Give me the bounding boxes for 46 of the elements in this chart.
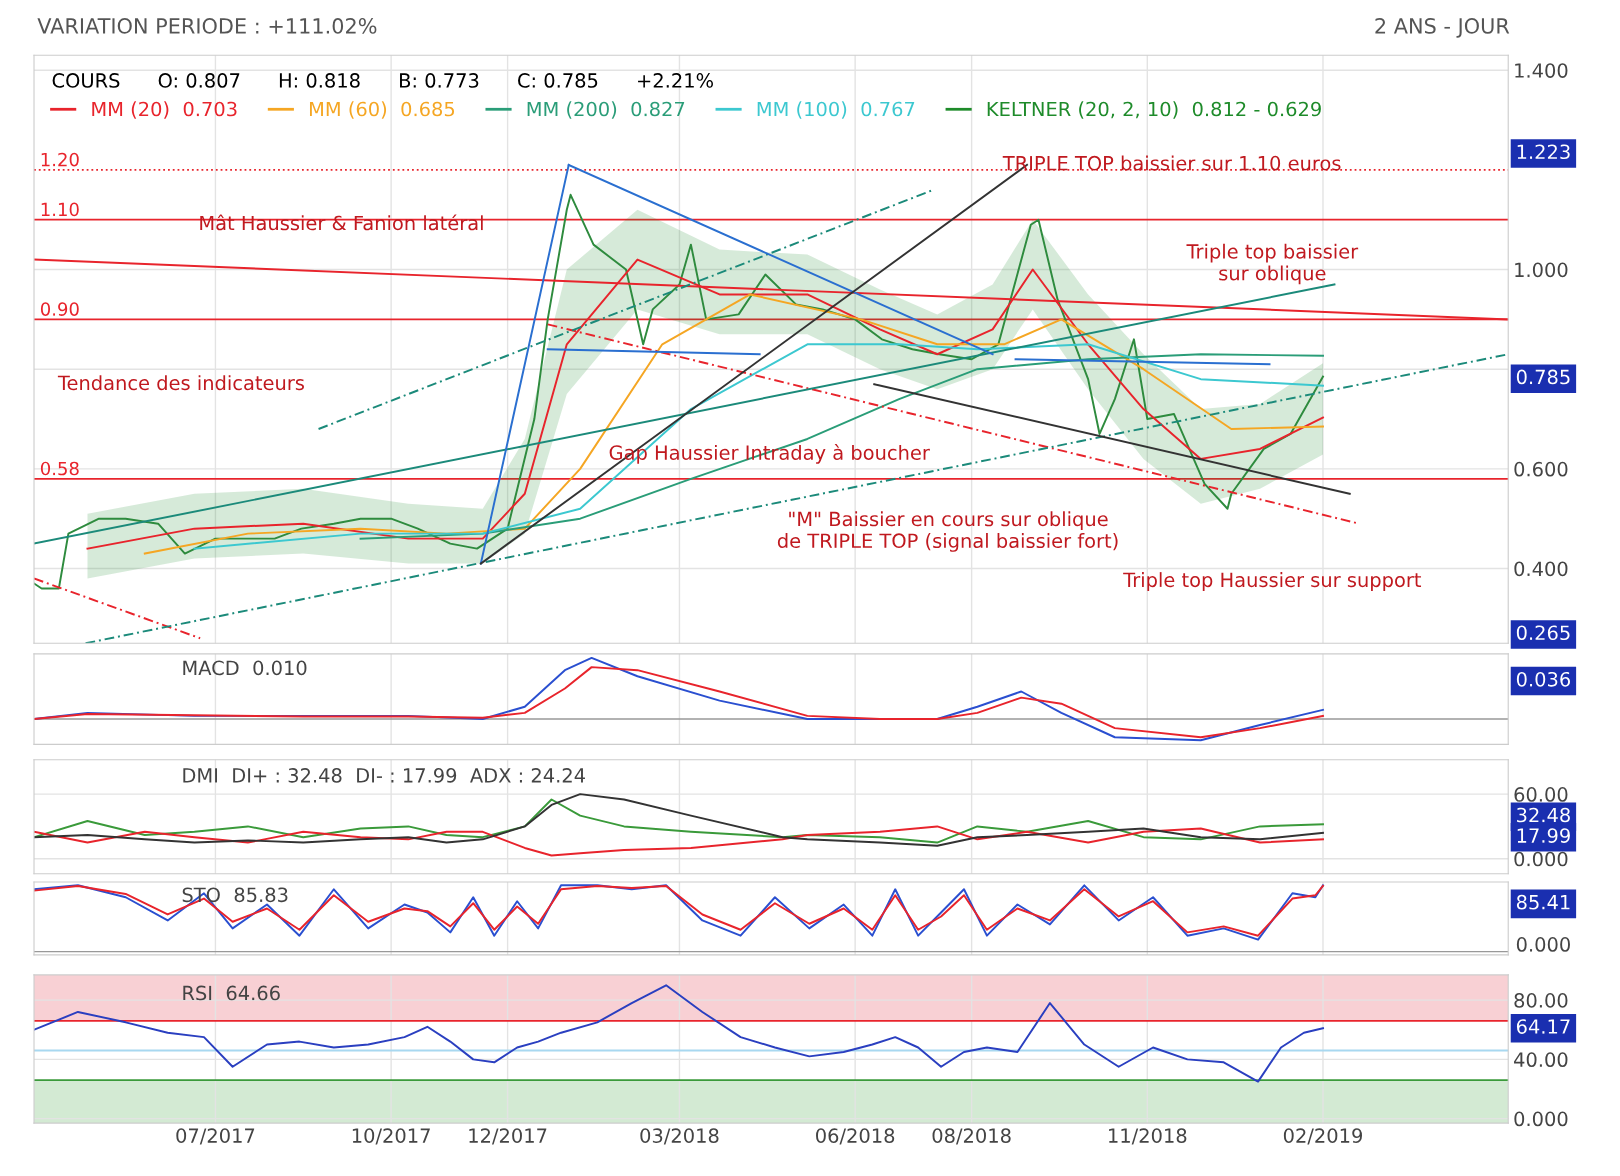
- annotation: Triple top baissier sur oblique: [1186, 243, 1359, 285]
- x-tick-label: 08/2018: [932, 1128, 1011, 1145]
- y-tick-label: 0.600: [1514, 461, 1568, 477]
- text: 17.99: [1517, 828, 1570, 843]
- legend-title: COURS O: 0.807 H: 0.818 B: 0.773 C: 0.785 +2.21%: [52, 73, 713, 88]
- y-tick-label: 40.00: [1514, 1052, 1568, 1068]
- ref-line-label: 0.90: [40, 302, 79, 316]
- chart-subtitle: 2 ANS - JOUR: [1375, 18, 1510, 38]
- text: 1.223: [1517, 144, 1570, 160]
- x-tick-label: 11/2018: [1109, 1128, 1187, 1145]
- annotation: "M" Baissier en cours sur oblique de TRIPLE TOP (signal baissier fort): [777, 511, 1118, 552]
- ref-line-label: 0.58: [40, 461, 79, 476]
- chart-title: VARIATION PERIODE : +111.02%: [37, 18, 377, 34]
- x-tick-label: 07/2017: [176, 1128, 255, 1145]
- y-tick-label: 0.400: [1514, 561, 1568, 577]
- annotation: TRIPLE TOP baissier sur 1.10 euros: [1002, 155, 1341, 171]
- text: 0.265: [1516, 625, 1570, 641]
- y-tick-label: 80.00: [1514, 993, 1568, 1008]
- legend-label: MM (60) 0.685: [309, 101, 455, 119]
- legend-label: KELTNER (20, 2, 10) 0.812 - 0.629: [987, 101, 1321, 119]
- y-tick-label: 60.00: [1514, 787, 1568, 802]
- chart-title: STO 85.83: [182, 887, 288, 903]
- chart-title: RSI 64.66: [183, 985, 280, 1001]
- legend-label: MM (100) 0.767: [757, 101, 915, 119]
- text: 64.17: [1516, 1019, 1570, 1034]
- chart-title: MACD 0.010: [183, 660, 307, 676]
- legend-label: MM (20) 0.703: [92, 101, 237, 119]
- x-tick-label: 10/2017: [352, 1128, 430, 1145]
- text: 0.785: [1516, 369, 1570, 385]
- y-tick-label: 0.000: [1514, 1111, 1568, 1127]
- text: 85.41: [1516, 894, 1570, 910]
- annotation: Triple top Haussier sur support: [1123, 572, 1422, 591]
- y-tick-label: 0.000: [1514, 851, 1568, 867]
- ref-line-label: 1.20: [41, 152, 79, 167]
- x-tick-label: 06/2018: [816, 1128, 895, 1145]
- x-tick-label: 12/2017: [469, 1128, 547, 1145]
- text: 0.036: [1516, 671, 1571, 687]
- chart-title: DMI DI+ : 32.48 DI- : 17.99 ADX : 24.24: [183, 768, 585, 783]
- x-tick-label: 02/2019: [1283, 1128, 1363, 1145]
- y-tick-label: 1.000: [1515, 262, 1568, 278]
- text: 32.48: [1517, 807, 1570, 823]
- ref-line-label: 1.10: [41, 202, 79, 217]
- x-tick-label: 03/2018: [640, 1128, 719, 1145]
- annotation: Tendance des indicateurs: [57, 375, 304, 391]
- legend-label: MM (200) 0.827: [527, 101, 685, 119]
- y-tick-label: 1.400: [1515, 63, 1568, 78]
